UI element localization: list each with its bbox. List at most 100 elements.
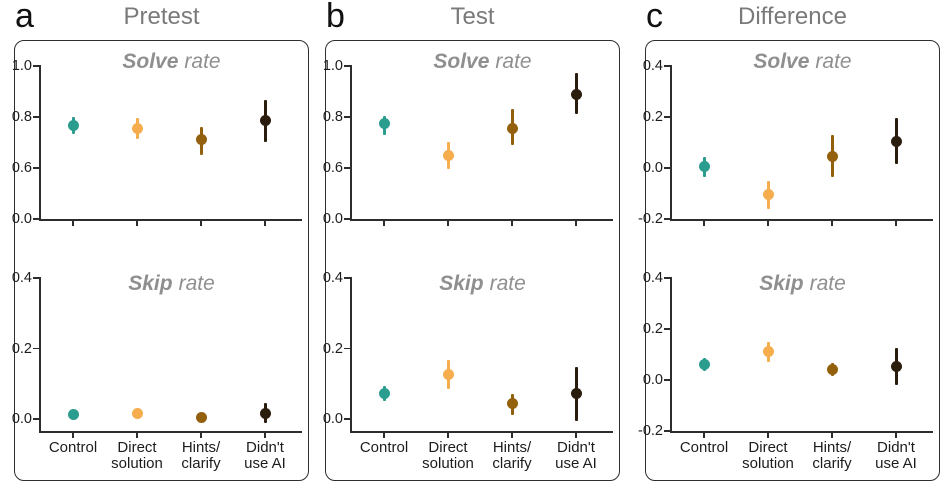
y-tick-label: 0.4 [642,270,663,286]
y-tick-label: 0.0 [322,411,343,427]
x-axis-line [350,219,613,221]
y-tick-mark [33,218,40,220]
subplot-title: Skip rate [672,271,933,297]
category-label-line: Didn't [877,439,915,456]
y-tick-label: -0.2 [638,211,663,227]
x-tick-mark [200,432,202,439]
y-tick-mark [33,347,40,350]
x-tick-mark [895,432,897,439]
category-label: Control [344,440,424,456]
y-tick-mark [664,167,671,169]
x-tick-mark [264,220,266,227]
y-tick-mark [664,379,671,381]
subplot-title: Solve rate [41,49,302,75]
y-tick-label: 0.6 [11,160,32,176]
x-tick-mark [447,432,449,439]
panel-box: Solve rate 1.0 0.8 0.6 0.0 Skip rate 0.4 0.2 0.0 Co… [323,40,620,481]
category-label-line: solution [742,455,794,472]
y-tick-mark [33,116,40,118]
data-point [442,368,454,380]
subplot-title-bold: Skip [759,272,804,295]
x-tick-mark [703,432,705,439]
x-tick-mark [767,432,769,439]
data-point [826,364,838,376]
y-tick-label: 0.4 [642,58,663,74]
panel-box: Solve rate 1.0 0.8 0.6 0.0 Skip rate 0.4 0.2 0.0 Co… [12,40,309,481]
data-point [378,387,390,399]
category-label-line: clarify [492,455,532,472]
x-tick-mark [895,220,897,227]
panel-title: Test [450,3,495,30]
y-tick-label: 1.0 [322,58,343,74]
data-point [570,388,582,400]
panel-c: c Difference Solve rate 0.4 0.2 0.0 -0.2 Skip rat… [638,0,940,487]
x-tick-mark [200,220,202,227]
category-label-line: Hints/ [812,439,852,456]
subplot-title-bold: Solve [433,50,490,73]
data-point [195,411,207,423]
data-point [762,346,774,358]
data-point [826,151,838,163]
data-point [378,117,390,129]
category-label-line: Didn't [557,439,595,456]
category-label: Hints/clarify [792,440,872,472]
category-label: Control [664,440,744,456]
x-tick-mark [447,220,449,227]
category-label: Control [33,440,113,456]
y-axis-line [350,277,352,433]
category-label-line: Direct [748,439,788,456]
y-tick-mark [344,418,351,420]
x-tick-mark [703,220,705,227]
category-label: Direct solution [728,440,808,472]
panel-title: Difference [738,3,847,30]
data-point [67,409,79,421]
panel-a: a Pretest Solve rate 1.0 0.8 0.6 0.0 Skip rate 0.4… [12,0,309,487]
x-axis-line [39,219,302,221]
category-label: Didn't use AI [856,440,936,472]
category-label-line: use AI [555,455,597,472]
panel-letter: a [15,0,34,35]
category-label-line: Control [679,439,729,456]
y-tick-label: 0.0 [322,211,343,227]
y-tick-mark [344,277,351,279]
y-tick-label: 0.2 [642,109,663,125]
y-tick-mark [664,116,671,118]
y-axis-line [39,65,41,221]
y-tick-label: 0.0 [642,372,663,388]
subplot-title-rest: rate [815,50,852,73]
panel-box: Solve rate 0.4 0.2 0.0 -0.2 Skip rate 0.4 0.2 0.0-… [638,40,940,481]
x-tick-mark [511,220,513,227]
y-tick-mark [33,418,40,420]
subplot-title: Skip rate [352,271,613,297]
data-point [890,135,902,147]
data-point [442,149,454,161]
x-tick-mark [383,220,385,227]
y-tick-label: 0.2 [642,321,663,337]
y-tick-mark [33,65,40,67]
x-tick-mark [831,220,833,227]
subplot-title-bold: Skip [128,272,173,295]
data-point [195,134,207,146]
category-label-line: Direct [117,439,157,456]
subplot-title-rest: rate [809,272,846,295]
subplot-title: Solve rate [672,49,933,75]
y-tick-mark [344,65,351,67]
category-label: Direct solution [97,440,177,472]
data-point [762,189,774,201]
x-tick-mark [72,432,74,439]
data-point [67,120,79,132]
y-tick-label: 0.8 [11,109,32,125]
panel-title: Pretest [123,3,200,30]
category-label-line: Hints/ [181,439,221,456]
y-tick-label: 1.0 [11,58,32,74]
category-label: Didn't use AI [225,440,305,472]
category-label-line: Didn't [246,439,284,456]
y-tick-label: 0.6 [322,160,343,176]
subplot-title: Skip rate [41,271,302,297]
subplot-title-bold: Skip [439,272,484,295]
category-label-line: use AI [875,455,917,472]
data-point [570,88,582,100]
y-axis-line [39,277,41,433]
x-tick-mark [72,220,74,227]
